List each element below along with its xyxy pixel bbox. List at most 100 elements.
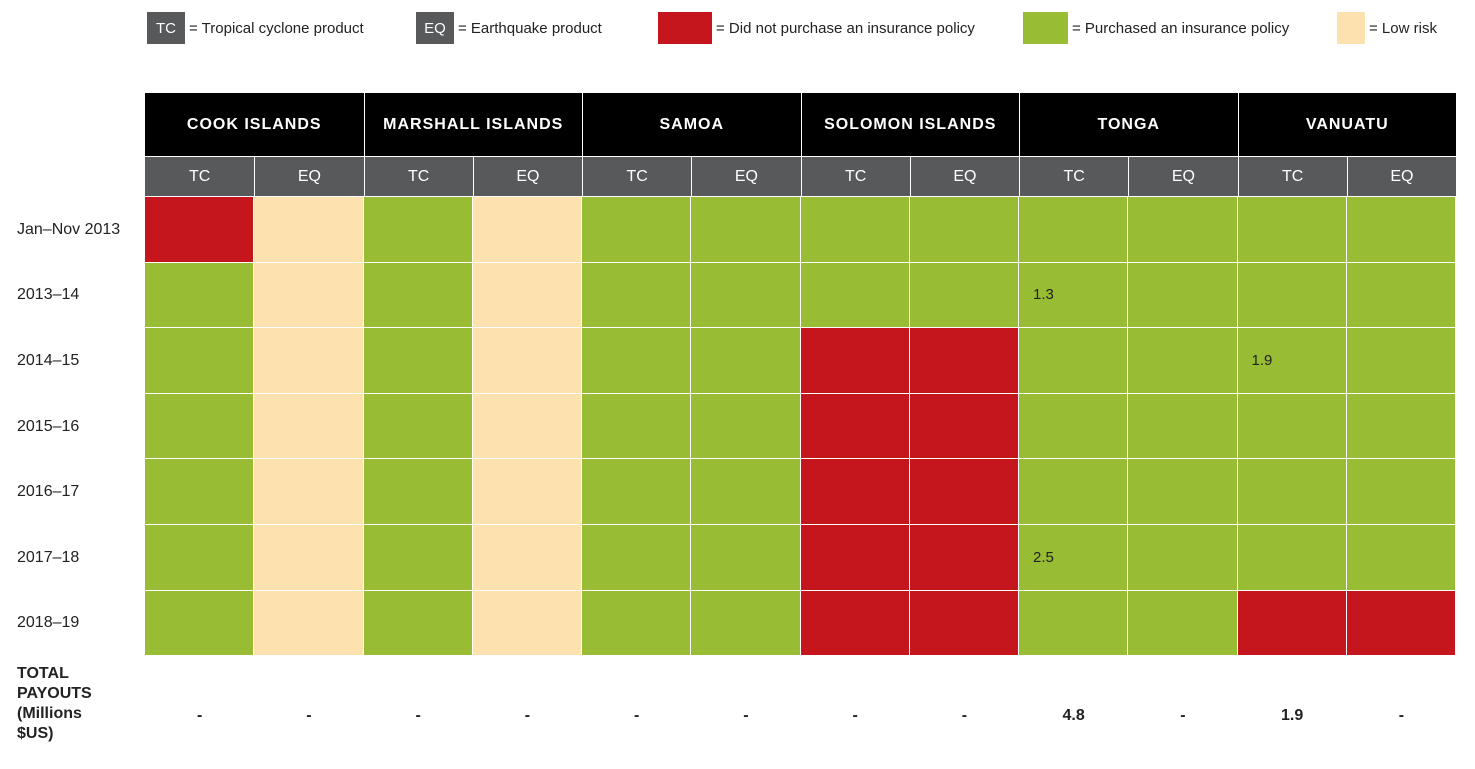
- cell-value: 1.3: [1033, 286, 1054, 304]
- cell: [1237, 393, 1347, 460]
- total-value: -: [633, 707, 640, 725]
- row-label: 2013–14: [17, 286, 80, 304]
- cell: [582, 590, 692, 657]
- cell: [800, 328, 910, 394]
- legend-text: = Purchased an insurance policy: [1072, 19, 1290, 37]
- total-value: -: [1180, 707, 1186, 725]
- row-label: Jan–Nov 2013: [17, 220, 121, 238]
- sub-header: TC: [1237, 157, 1347, 196]
- cell: 2.5: [1019, 525, 1129, 591]
- legend-swatch: TC: [147, 12, 185, 44]
- cell: [1346, 459, 1456, 525]
- sub-header: EQ: [472, 157, 582, 196]
- country-header: MARSHALL ISLANDS: [363, 93, 582, 156]
- cell: [691, 459, 801, 525]
- legend-swatch: [1023, 12, 1068, 44]
- total-value: -: [852, 707, 858, 725]
- cell: [1019, 328, 1129, 394]
- cell: [1237, 525, 1347, 591]
- cell: [363, 197, 473, 263]
- sub-header: TC: [800, 157, 910, 196]
- cell: [472, 525, 582, 591]
- cell: [1237, 590, 1347, 657]
- legend-swatch: [658, 12, 712, 44]
- cell: [909, 590, 1019, 657]
- sub-header: EQ: [691, 157, 801, 196]
- cell: [909, 197, 1019, 263]
- cell: [800, 393, 910, 460]
- country-header: SOLOMON ISLANDS: [800, 93, 1019, 156]
- cell: [472, 328, 582, 394]
- cell: [145, 197, 255, 263]
- total-value: -: [743, 707, 749, 725]
- cell: [254, 262, 364, 329]
- cell: [145, 393, 255, 460]
- cell: [909, 393, 1019, 460]
- total-value: 1.9: [1281, 707, 1304, 725]
- cell: [254, 393, 364, 460]
- cell: [1346, 328, 1456, 394]
- cell: [1128, 459, 1238, 525]
- cell: [582, 328, 692, 394]
- cell: [691, 393, 801, 460]
- cell: [1128, 262, 1238, 329]
- totals-label: TOTAL PAYOUTS (Millions $US): [17, 665, 92, 743]
- cell: [582, 393, 692, 460]
- cell: [472, 197, 582, 263]
- sub-header: EQ: [1128, 157, 1238, 196]
- row-label: 2018–19: [17, 614, 80, 632]
- cell: [1019, 197, 1129, 263]
- sub-header: TC: [145, 157, 255, 196]
- cell: [254, 328, 364, 394]
- sub-header: TC: [363, 157, 473, 196]
- cell: [363, 459, 473, 525]
- cell: [1346, 262, 1456, 329]
- cell: [691, 262, 801, 329]
- cell: [1346, 393, 1456, 460]
- cell: [582, 197, 692, 263]
- cell: [1019, 393, 1129, 460]
- cell: [1346, 590, 1456, 657]
- cell: [800, 525, 910, 591]
- cell: [363, 393, 473, 460]
- cell: [582, 525, 692, 591]
- total-value: -: [306, 707, 312, 725]
- sub-header: TC: [582, 157, 692, 196]
- cell: [800, 590, 910, 657]
- cell: 1.3: [1019, 262, 1129, 329]
- cell: [472, 459, 582, 525]
- cell: [1128, 328, 1238, 394]
- cell: [254, 197, 364, 263]
- cell: [254, 459, 364, 525]
- legend-swatch: EQ: [416, 12, 454, 44]
- sub-header: EQ: [254, 157, 364, 196]
- cell: [145, 262, 255, 329]
- cell: [800, 459, 910, 525]
- cell: [582, 459, 692, 525]
- cell: [909, 262, 1019, 329]
- row-label: 2017–18: [17, 548, 80, 566]
- cell: [909, 459, 1019, 525]
- country-header: SAMOA: [582, 93, 801, 156]
- cell: [363, 590, 473, 657]
- cell: [1128, 197, 1238, 263]
- total-value: -: [961, 707, 968, 725]
- cell: [254, 525, 364, 591]
- cell: [909, 525, 1019, 591]
- cell: [582, 262, 692, 329]
- cell: [1237, 459, 1347, 525]
- cell: [1019, 590, 1129, 657]
- cell: [1019, 459, 1129, 525]
- legend-text: = Low risk: [1369, 19, 1437, 37]
- row-label: 2016–17: [17, 483, 80, 501]
- row-label: 2015–16: [17, 417, 80, 435]
- cell: [691, 525, 801, 591]
- cell: [691, 328, 801, 394]
- legend-swatch: [1337, 12, 1365, 44]
- cell: [1128, 525, 1238, 591]
- cell: [1237, 262, 1347, 329]
- cell: [145, 328, 255, 394]
- legend-text: = Earthquake product: [458, 19, 602, 37]
- cell: [1237, 197, 1347, 263]
